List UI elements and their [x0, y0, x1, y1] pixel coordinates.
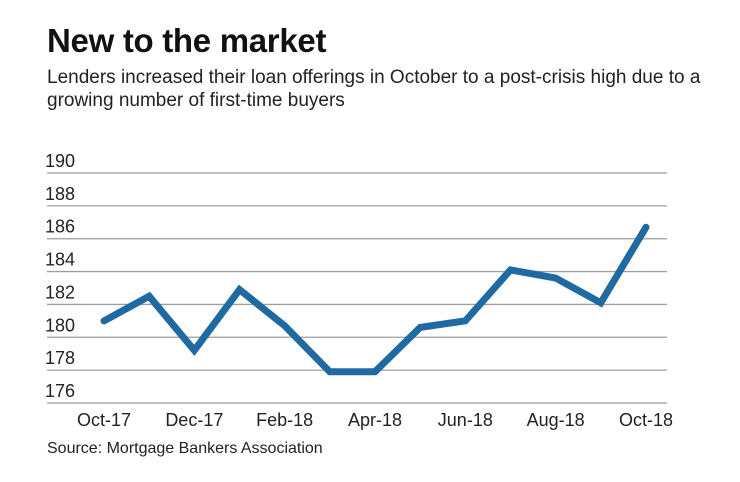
series-line — [100, 223, 650, 376]
y-tick-label: 182 — [45, 282, 75, 302]
y-tick-label: 180 — [45, 315, 75, 335]
x-tick-label: Apr-18 — [348, 410, 402, 430]
x-tick-label: Aug-18 — [527, 410, 585, 430]
data-point — [555, 277, 557, 279]
data-point — [600, 302, 602, 304]
data-point — [374, 371, 376, 373]
data-point — [510, 269, 511, 271]
source-note: Source: Mortgage Bankers Association — [47, 440, 323, 457]
x-tick-label: Feb-18 — [256, 410, 313, 430]
data-point — [464, 320, 466, 322]
x-tick-label: Jun-18 — [438, 410, 493, 430]
chart-title: New to the market — [47, 22, 327, 59]
x-tick-label: Oct-18 — [619, 410, 673, 430]
y-tick-label: 178 — [45, 348, 75, 368]
y-axis-ticks: 190 188 186 184 182 180 178 176 — [45, 151, 75, 401]
y-tick-label: 188 — [45, 184, 75, 204]
x-axis-ticks: Oct-17 Dec-17 Feb-18 Apr-18 Jun-18 Aug-18 Oct-… — [77, 410, 673, 430]
data-point — [419, 326, 421, 328]
y-tick-label: 186 — [45, 217, 75, 237]
chart-subtitle: Lenders increased their loan offerings i… — [47, 67, 701, 111]
x-tick-label: Oct-17 — [77, 410, 131, 430]
y-tick-label: 190 — [45, 151, 75, 171]
data-point — [284, 325, 286, 327]
y-tick-label: 184 — [45, 250, 75, 270]
data-point — [645, 226, 647, 228]
data-point — [193, 349, 195, 351]
data-point — [329, 371, 331, 373]
y-tick-label: 176 — [45, 381, 75, 401]
x-tick-label: Dec-17 — [165, 410, 223, 430]
data-point — [239, 289, 240, 291]
series-layer — [100, 223, 650, 376]
data-point — [148, 295, 150, 297]
data-point — [103, 320, 105, 322]
